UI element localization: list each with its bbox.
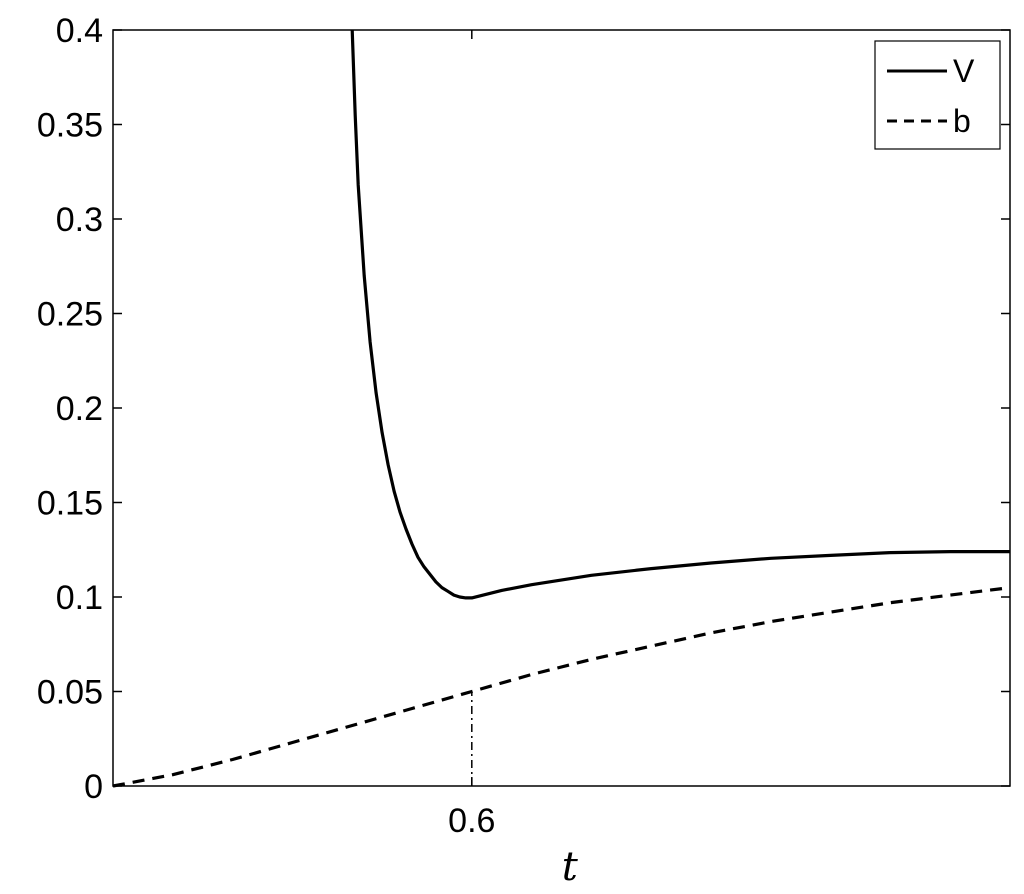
- legend-label-v: V: [953, 53, 975, 89]
- plot-marks: [112, 29, 1011, 788]
- y-tick-label: 0.25: [37, 296, 103, 334]
- x-tick-label: 0.6: [448, 802, 495, 840]
- y-tick-label: 0.4: [56, 12, 103, 50]
- y-tick-label: 0.1: [56, 579, 103, 617]
- y-tick-label: 0.3: [56, 201, 103, 239]
- axis-ticks: [113, 29, 1010, 787]
- y-tick-label: 0: [84, 768, 103, 806]
- y-tick-label: 0.15: [37, 485, 103, 523]
- series-line-b: [112, 586, 1011, 788]
- legend: V b: [874, 40, 1001, 150]
- y-tick-label: 0.2: [56, 390, 103, 428]
- tick-labels: 0 0.05 0.1 0.15 0.2 0.25 0.3 0.35 0.4 0.6: [37, 12, 496, 840]
- y-tick-label: 0.05: [37, 674, 103, 712]
- series-line-v: [350, 29, 1010, 600]
- legend-label-b: b: [953, 103, 971, 139]
- x-axis-label: t: [562, 844, 579, 890]
- legend-box: [874, 40, 1001, 150]
- y-tick-label: 0.35: [37, 107, 103, 145]
